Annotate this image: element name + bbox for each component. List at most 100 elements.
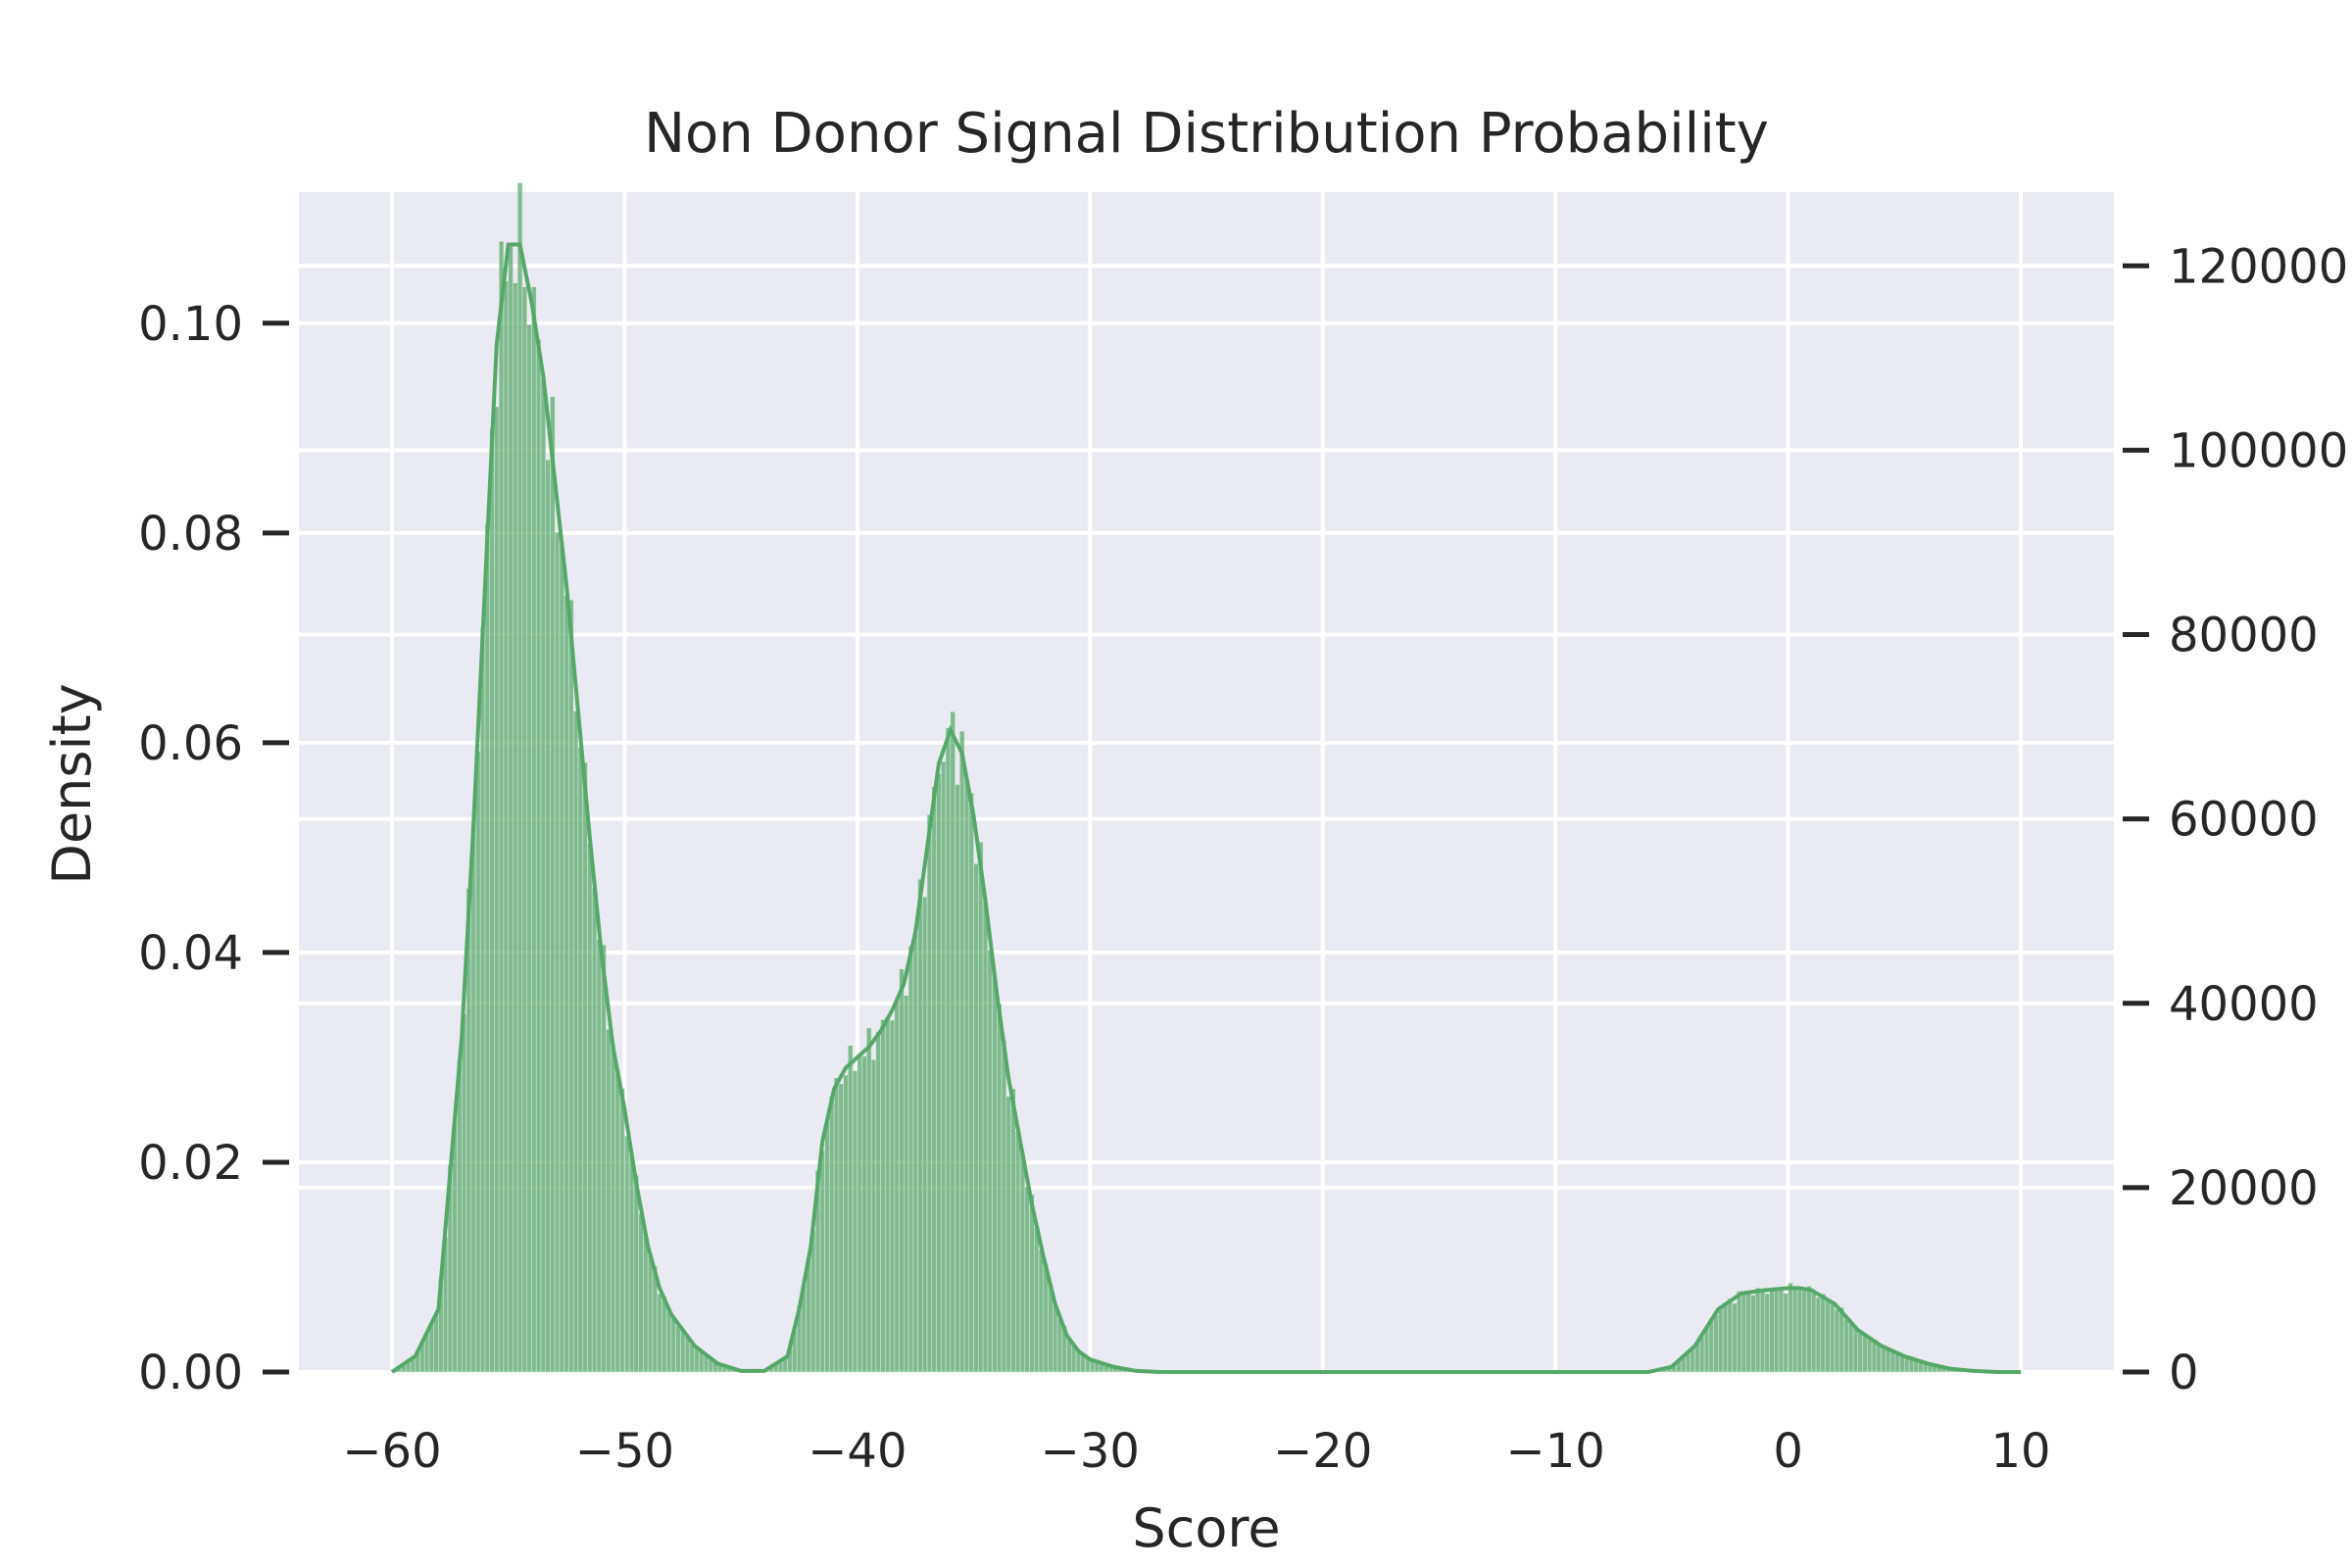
x-tick-label-0: −60 bbox=[342, 1424, 441, 1479]
histogram-bar-207 bbox=[1867, 1338, 1873, 1373]
histogram-bar-41 bbox=[582, 761, 588, 1373]
x-axis-label: Score bbox=[1132, 1497, 1280, 1559]
histogram-bar-192 bbox=[1796, 1288, 1803, 1373]
histogram-bar-52 bbox=[633, 1175, 639, 1373]
histogram-bar-28 bbox=[521, 286, 527, 1373]
histogram-bar-48 bbox=[614, 1070, 620, 1373]
chart-title: Non Donor Signal Distribution Probabilit… bbox=[644, 102, 1769, 166]
histogram-bar-195 bbox=[1811, 1292, 1817, 1373]
histogram-bar-54 bbox=[643, 1233, 649, 1373]
y-tick-label-3: 0.06 bbox=[138, 716, 243, 771]
histogram-bar-145 bbox=[1066, 1339, 1072, 1373]
histogram-bar-100 bbox=[857, 1054, 862, 1373]
histogram-bar-21 bbox=[489, 427, 495, 1373]
histogram-bar-105 bbox=[880, 1019, 886, 1373]
histogram-bar-38 bbox=[568, 599, 574, 1373]
histogram-bar-131 bbox=[1001, 1040, 1007, 1373]
histogram-bar-46 bbox=[606, 1029, 612, 1373]
histogram-bar-197 bbox=[1820, 1294, 1826, 1373]
histogram-bar-143 bbox=[1056, 1318, 1063, 1373]
histogram-bar-135 bbox=[1019, 1152, 1026, 1373]
histogram-bar-115 bbox=[926, 814, 933, 1373]
histogram-bar-118 bbox=[941, 760, 947, 1373]
histogram-bar-19 bbox=[479, 626, 486, 1373]
histogram-bar-51 bbox=[628, 1152, 635, 1373]
y-axis-label: Density bbox=[41, 683, 103, 884]
histogram-bar-97 bbox=[843, 1074, 849, 1373]
histogram-bar-193 bbox=[1801, 1290, 1807, 1373]
histogram-bar-8 bbox=[428, 1323, 434, 1373]
histogram-bar-205 bbox=[1857, 1330, 1863, 1373]
y-tick-label-0: 0.00 bbox=[138, 1346, 243, 1400]
histogram-bar-129 bbox=[992, 974, 998, 1373]
y2-axis-ticks: 0 20000 40000 60000 80000 100000 120000 bbox=[2123, 239, 2348, 1400]
histogram-bar-26 bbox=[513, 282, 518, 1373]
y2-tick-label-4: 80000 bbox=[2169, 609, 2319, 663]
histogram-bar-24 bbox=[503, 280, 509, 1373]
histogram-bar-116 bbox=[931, 786, 937, 1373]
histogram-bar-25 bbox=[508, 244, 514, 1373]
histogram-bar-132 bbox=[1005, 1096, 1011, 1373]
histogram-bar-176 bbox=[1722, 1303, 1729, 1373]
histogram-bar-130 bbox=[997, 1004, 1003, 1373]
histogram-bar-114 bbox=[922, 896, 928, 1373]
histogram-bar-33 bbox=[545, 460, 551, 1373]
histogram-bar-30 bbox=[531, 286, 537, 1373]
histogram-bar-60 bbox=[670, 1316, 676, 1373]
histogram-bar-34 bbox=[550, 396, 556, 1373]
histogram-bar-22 bbox=[494, 406, 500, 1373]
histogram-bar-40 bbox=[577, 747, 583, 1373]
histogram-bar-53 bbox=[638, 1213, 644, 1373]
histogram-bar-200 bbox=[1834, 1308, 1840, 1373]
histogram-bar-103 bbox=[870, 1059, 877, 1373]
histogram-bar-180 bbox=[1740, 1293, 1747, 1373]
histogram-bar-204 bbox=[1852, 1327, 1859, 1373]
histogram-bar-64 bbox=[689, 1344, 695, 1373]
histogram-bar-191 bbox=[1792, 1289, 1798, 1373]
histogram-bar-128 bbox=[987, 950, 993, 1373]
x-tick-label-7: 10 bbox=[1990, 1424, 2050, 1479]
y2-tick-label-0: 0 bbox=[2169, 1346, 2199, 1400]
histogram-bar-93 bbox=[824, 1122, 830, 1373]
histogram-bar-37 bbox=[564, 595, 569, 1373]
histogram-bar-134 bbox=[1015, 1131, 1021, 1373]
histogram-bar-112 bbox=[912, 932, 918, 1373]
histogram-bar-213 bbox=[1894, 1353, 1900, 1373]
histogram-bar-187 bbox=[1774, 1288, 1780, 1373]
histogram-bar-186 bbox=[1769, 1287, 1775, 1373]
histogram-bar-199 bbox=[1830, 1301, 1836, 1373]
histogram-bar-98 bbox=[848, 1045, 854, 1373]
histogram-bar-210 bbox=[1881, 1347, 1886, 1373]
histogram-bar-14 bbox=[457, 1058, 463, 1373]
x-tick-label-5: −10 bbox=[1506, 1424, 1605, 1479]
histogram-bar-124 bbox=[968, 792, 974, 1373]
histogram-bar-101 bbox=[861, 1055, 867, 1373]
histogram-bar-181 bbox=[1745, 1292, 1751, 1373]
histogram-bar-177 bbox=[1727, 1298, 1733, 1373]
histogram-bar-96 bbox=[838, 1083, 844, 1373]
histogram-bar-31 bbox=[535, 339, 542, 1373]
histogram-bar-108 bbox=[894, 1000, 900, 1373]
histogram-bar-27 bbox=[516, 182, 523, 1373]
histogram-bar-174 bbox=[1713, 1314, 1719, 1373]
histogram-bar-42 bbox=[587, 843, 593, 1373]
kde-line bbox=[390, 242, 2022, 1374]
histogram-bar-104 bbox=[875, 1031, 881, 1373]
histogram-bar-179 bbox=[1737, 1291, 1742, 1373]
y-tick-label-5: 0.10 bbox=[138, 297, 243, 352]
y-axis-ticks: 0.00 0.02 0.04 0.06 0.08 0.10 bbox=[138, 297, 289, 1400]
x-tick-label-1: −50 bbox=[575, 1424, 674, 1479]
histogram-bar-194 bbox=[1806, 1286, 1812, 1373]
histogram-bar-92 bbox=[819, 1150, 825, 1373]
histogram-bar-29 bbox=[526, 323, 532, 1373]
histogram-bar-109 bbox=[899, 968, 905, 1373]
y2-tick-label-6: 120000 bbox=[2169, 239, 2348, 294]
histogram-bar-211 bbox=[1886, 1348, 1891, 1373]
histogram-bar-107 bbox=[889, 1019, 896, 1373]
histogram-bar-188 bbox=[1778, 1287, 1785, 1373]
histogram-bar-198 bbox=[1825, 1299, 1831, 1373]
histogram-bar-119 bbox=[945, 727, 952, 1373]
x-tick-label-4: −20 bbox=[1273, 1424, 1372, 1479]
histogram-bar-133 bbox=[1010, 1088, 1016, 1373]
y-tick-label-2: 0.04 bbox=[138, 926, 243, 981]
